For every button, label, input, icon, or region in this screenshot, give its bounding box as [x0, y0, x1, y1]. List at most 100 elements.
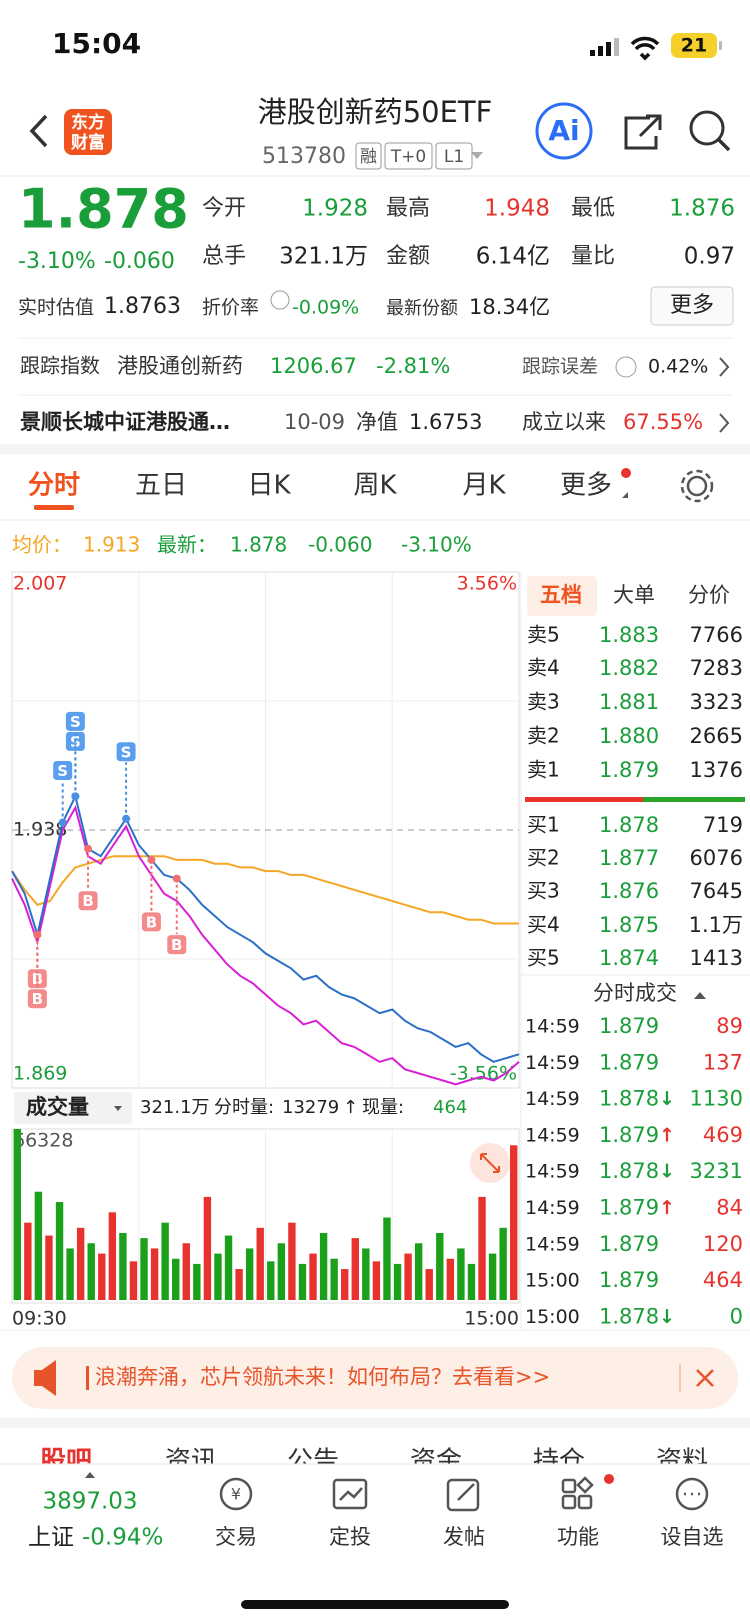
index-change: -0.94% [82, 1525, 163, 1551]
legend-value: -0.060 [308, 533, 372, 557]
volume-grid [138, 1129, 393, 1303]
banner[interactable] [12, 1347, 738, 1409]
legend-label: 最新： [157, 533, 217, 557]
trade-icon[interactable] [219, 1477, 253, 1511]
index-arrow [85, 1472, 95, 1478]
ai-button[interactable] [535, 102, 593, 160]
battery-level: 21 [681, 35, 707, 57]
invest-icon[interactable] [332, 1478, 368, 1510]
settings-icon[interactable] [686, 475, 708, 497]
volume-bar [203, 1196, 212, 1300]
volume-bar [172, 1258, 180, 1300]
help-icon[interactable] [615, 356, 637, 378]
stat-value: 1.948 [484, 196, 550, 222]
banner-bar [86, 1366, 89, 1390]
wifi-icon [630, 36, 660, 61]
search-icon-handle [717, 138, 731, 152]
stat-value: 1.928 [302, 196, 368, 222]
volume-bar [235, 1269, 243, 1300]
nav-label[interactable]: 功能 [557, 1525, 599, 1549]
volume-selector[interactable] [14, 1092, 132, 1124]
price-line [11, 793, 520, 1063]
trade-price: 1.879 [599, 1268, 659, 1292]
trade-time: 14:59 [525, 1088, 580, 1110]
estimate-label: 实时估值 [18, 297, 94, 319]
nav-label[interactable]: 发帖 [443, 1525, 485, 1549]
book-label: 买5 [527, 946, 560, 970]
tab[interactable]: 更多 [560, 471, 612, 501]
status-icons [590, 33, 722, 61]
volume-bar [393, 1263, 402, 1300]
post-icon[interactable] [446, 1478, 480, 1512]
tab[interactable]: 月K [462, 471, 506, 501]
nav-label[interactable]: 定投 [329, 1525, 371, 1549]
mark-dot [33, 930, 42, 939]
logo [64, 109, 112, 155]
tracking-change: -2.81% [376, 354, 450, 378]
y-tick-label: 2.007 [13, 573, 67, 595]
info-icon[interactable] [270, 290, 290, 310]
tab-underline [34, 505, 74, 510]
tab[interactable]: 周K [353, 471, 397, 501]
chevron[interactable] [719, 413, 730, 433]
book-volume: 719 [703, 813, 743, 837]
volume-value: 13279 [282, 1097, 339, 1118]
error-label: 跟踪误差 [522, 356, 598, 378]
book-volume: 6076 [690, 846, 743, 870]
volume-bar [55, 1202, 64, 1300]
tab[interactable]: 分时 [28, 471, 80, 501]
trade-time: 14:59 [525, 1161, 580, 1183]
y-tick-label: 66328 [13, 1130, 73, 1152]
close-button[interactable] [696, 1369, 714, 1387]
nav-label[interactable]: 交易 [215, 1525, 257, 1549]
watch-icon[interactable] [675, 1477, 709, 1511]
book-price: 1.881 [599, 690, 659, 714]
dropdown-arrow [114, 1106, 122, 1111]
mark-label: B [32, 990, 43, 1008]
volume-bar [372, 1261, 381, 1300]
legend-label: 均价： [12, 533, 72, 557]
more-button[interactable] [650, 286, 734, 326]
volume-bar [277, 1243, 286, 1300]
back-button[interactable] [29, 114, 48, 148]
x-tick-label: 15:00 [464, 1308, 519, 1330]
share-icon[interactable] [624, 114, 662, 150]
discount-value: -0.09% [292, 297, 359, 319]
nav-label[interactable]: 设自选 [661, 1525, 724, 1549]
trade-price: 1.879 [599, 1123, 659, 1147]
legend-value: 1.913 [83, 533, 140, 557]
book-label: 卖4 [527, 656, 560, 680]
stat-value: 1.876 [669, 196, 735, 222]
book-label: 卖2 [527, 724, 560, 748]
stat-value: 6.14亿 [476, 244, 550, 270]
trade-time: 14:59 [525, 1052, 580, 1074]
stat-value: 0.97 [684, 244, 735, 270]
tracking-value: 1206.67 [270, 354, 357, 378]
volume-bar [76, 1227, 85, 1300]
more-label[interactable]: 更多 [670, 293, 714, 318]
yen-glyph: ¥ [231, 1485, 241, 1504]
volume-bar [214, 1253, 222, 1300]
badge-dot [604, 1474, 614, 1484]
tab[interactable]: 日K [247, 471, 291, 501]
book-tab[interactable]: 大单 [613, 583, 655, 607]
trade-time: 15:00 [525, 1270, 580, 1292]
nav-value: 1.6753 [409, 410, 482, 434]
book-tab[interactable]: 五档 [540, 583, 582, 607]
volume-label: 现量: [362, 1097, 404, 1118]
trade-arrow: ↓ [659, 1161, 675, 1183]
search-icon[interactable] [689, 110, 725, 146]
book-tab[interactable]: 分价 [688, 583, 730, 607]
mark-label: S [57, 762, 68, 780]
tag: T+0 [390, 147, 426, 167]
error-value: 0.42% [648, 356, 708, 378]
dropdown-arrow[interactable] [471, 152, 483, 159]
volume-total: 321.1万 [140, 1097, 210, 1118]
book-price: 1.880 [599, 724, 659, 748]
since-value: 67.55% [623, 410, 703, 434]
chevron[interactable] [719, 357, 730, 377]
func-icon[interactable] [561, 1478, 577, 1494]
volume-bar [87, 1243, 95, 1300]
tab[interactable]: 五日 [135, 471, 187, 501]
status-time: 15:04 [52, 27, 141, 60]
